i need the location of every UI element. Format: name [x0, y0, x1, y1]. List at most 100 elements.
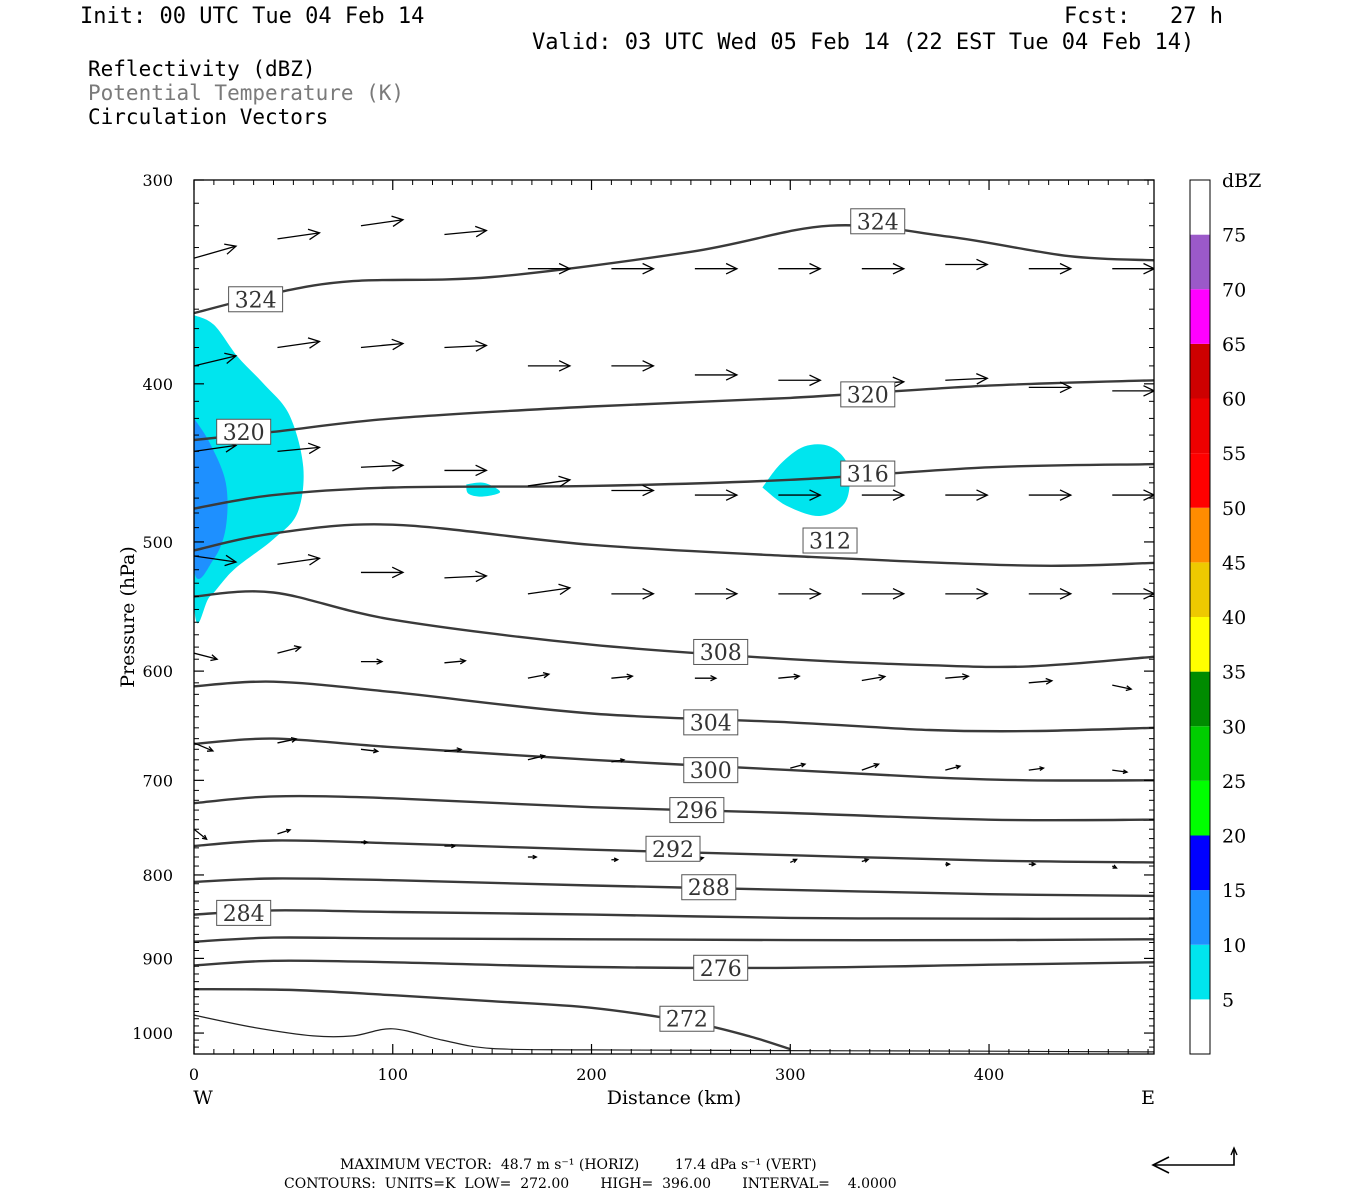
circulation-vector-head	[1122, 769, 1129, 775]
circulation-vector-head	[1059, 381, 1073, 394]
colorbar-label: 40	[1222, 607, 1246, 629]
circulation-vector	[611, 675, 633, 679]
circulation-vector-head	[206, 746, 215, 752]
contour-info: CONTOURS: UNITS=K LOW= 272.00 HIGH= 396.…	[284, 1176, 897, 1192]
contour-label-box	[683, 709, 739, 736]
circulation-vector-head	[976, 373, 989, 385]
contour-label-box	[216, 418, 272, 445]
circulation-vector-head	[613, 857, 620, 863]
y-axis-label: Pressure (hPa)	[117, 546, 139, 688]
contour-label: 292	[652, 838, 694, 863]
circulation-vector-head	[307, 337, 321, 349]
circulation-vector-head	[642, 484, 655, 497]
circulation-vector-head	[1112, 864, 1118, 869]
circulation-vector	[1112, 684, 1132, 690]
circulation-vector-head	[945, 861, 951, 867]
circulation-vector-head	[307, 442, 321, 455]
circulation-vector-head	[558, 262, 572, 275]
circulation-vector	[1028, 767, 1044, 771]
theta-contour	[194, 794, 1154, 822]
x-tick-label: 200	[576, 1065, 607, 1084]
colorbar-label: 15	[1222, 880, 1246, 902]
circulation-vector-head	[475, 340, 488, 352]
contour-label: 272	[666, 1008, 708, 1033]
circulation-vector	[277, 557, 320, 565]
circulation-vector-head	[1059, 489, 1073, 501]
colorbar-bin	[1190, 453, 1210, 508]
colorbar-bin	[1190, 398, 1210, 454]
circulation-vector-head	[793, 673, 801, 680]
circulation-vector-head	[892, 588, 906, 600]
circulation-vector-head	[699, 856, 705, 861]
circulation-vector	[444, 575, 487, 579]
colorbar-bin	[1190, 944, 1210, 1000]
circulation-vector-head	[878, 674, 887, 681]
circulation-vector-head	[1031, 861, 1037, 867]
colorbar-label: 25	[1222, 771, 1246, 793]
colorbar-label: 70	[1222, 279, 1246, 301]
contour-label-box	[840, 460, 896, 487]
circulation-vector	[444, 229, 487, 236]
circulation-vector	[360, 748, 378, 752]
colorbar-frame	[1189, 179, 1211, 1055]
circulation-vector	[277, 646, 301, 654]
theta-contour	[194, 590, 1154, 669]
circulation-vector	[444, 660, 466, 664]
circulation-vector-head	[532, 854, 538, 860]
cross-section-chart: 3243243203203163123083043002962922882842…	[117, 170, 1261, 1109]
reflectivity-area-5dbz	[194, 315, 304, 624]
circulation-vector	[277, 340, 320, 349]
init-time: Init: 00 UTC Tue 04 Feb 14	[80, 4, 425, 29]
circulation-vector-head	[391, 460, 405, 472]
circulation-vector-head	[391, 566, 405, 579]
y-tick-label: 300	[142, 171, 173, 190]
circulation-vector	[945, 675, 969, 679]
reflectivity-area-10dbz	[194, 418, 228, 579]
circulation-vector-head	[725, 489, 739, 501]
theta-contour	[194, 523, 1154, 568]
circulation-vector-head	[792, 858, 798, 864]
circulation-vector-head	[224, 554, 238, 567]
colorbar-bin	[1190, 780, 1210, 836]
contour-label-box	[683, 757, 739, 784]
contour-label: 320	[223, 421, 265, 446]
colorbar-bin	[1190, 180, 1210, 235]
contour-label: 316	[847, 463, 889, 488]
circulation-vector	[277, 829, 291, 835]
colorbar: 5 10 15 20 25 30 35 40 45 50 55 60 65 70 75	[1189, 179, 1246, 1055]
circulation-vector-head	[809, 588, 822, 600]
circulation-vector	[444, 344, 487, 349]
terrain-line	[194, 1014, 1154, 1053]
circulation-vector	[861, 763, 879, 771]
contour-label-box	[681, 874, 737, 901]
circulation-vector-head	[210, 654, 219, 662]
contour-label: 284	[223, 902, 265, 927]
circulation-vector	[945, 377, 988, 381]
circulation-vector-head	[307, 553, 321, 566]
contour-label-box	[693, 954, 749, 981]
contour-label-box	[840, 381, 896, 408]
colorbar-bin	[1190, 562, 1210, 617]
circulation-vector	[1028, 680, 1052, 684]
circulation-vector-head	[1125, 685, 1133, 692]
circulation-vector-head	[558, 360, 572, 372]
colorbar-bin	[1190, 617, 1210, 672]
contour-label: 296	[676, 799, 718, 824]
circulation-vector	[790, 763, 806, 769]
x-west-label: W	[193, 1087, 213, 1109]
colorbar-label: 5	[1222, 989, 1234, 1011]
circulation-vector	[945, 765, 961, 771]
circulation-vector-head	[1143, 385, 1154, 397]
circulation-vector	[277, 232, 320, 240]
contour-labels: 324 324 320 320 316 312 308 304 300 296 292 288 284 2…	[216, 208, 906, 1033]
colorbar-label: 20	[1222, 826, 1246, 848]
y-tick-label: 900	[142, 949, 173, 968]
circulation-vector	[1112, 769, 1128, 773]
circulation-vector-head	[642, 588, 655, 600]
circulation-vector-head	[1143, 588, 1154, 600]
circulation-vector-head	[873, 762, 881, 769]
colorbar-label: 35	[1222, 662, 1246, 684]
circulation-vector-head	[307, 228, 321, 241]
y-tick-label: 700	[142, 771, 173, 790]
x-tick-label: 300	[775, 1065, 806, 1084]
